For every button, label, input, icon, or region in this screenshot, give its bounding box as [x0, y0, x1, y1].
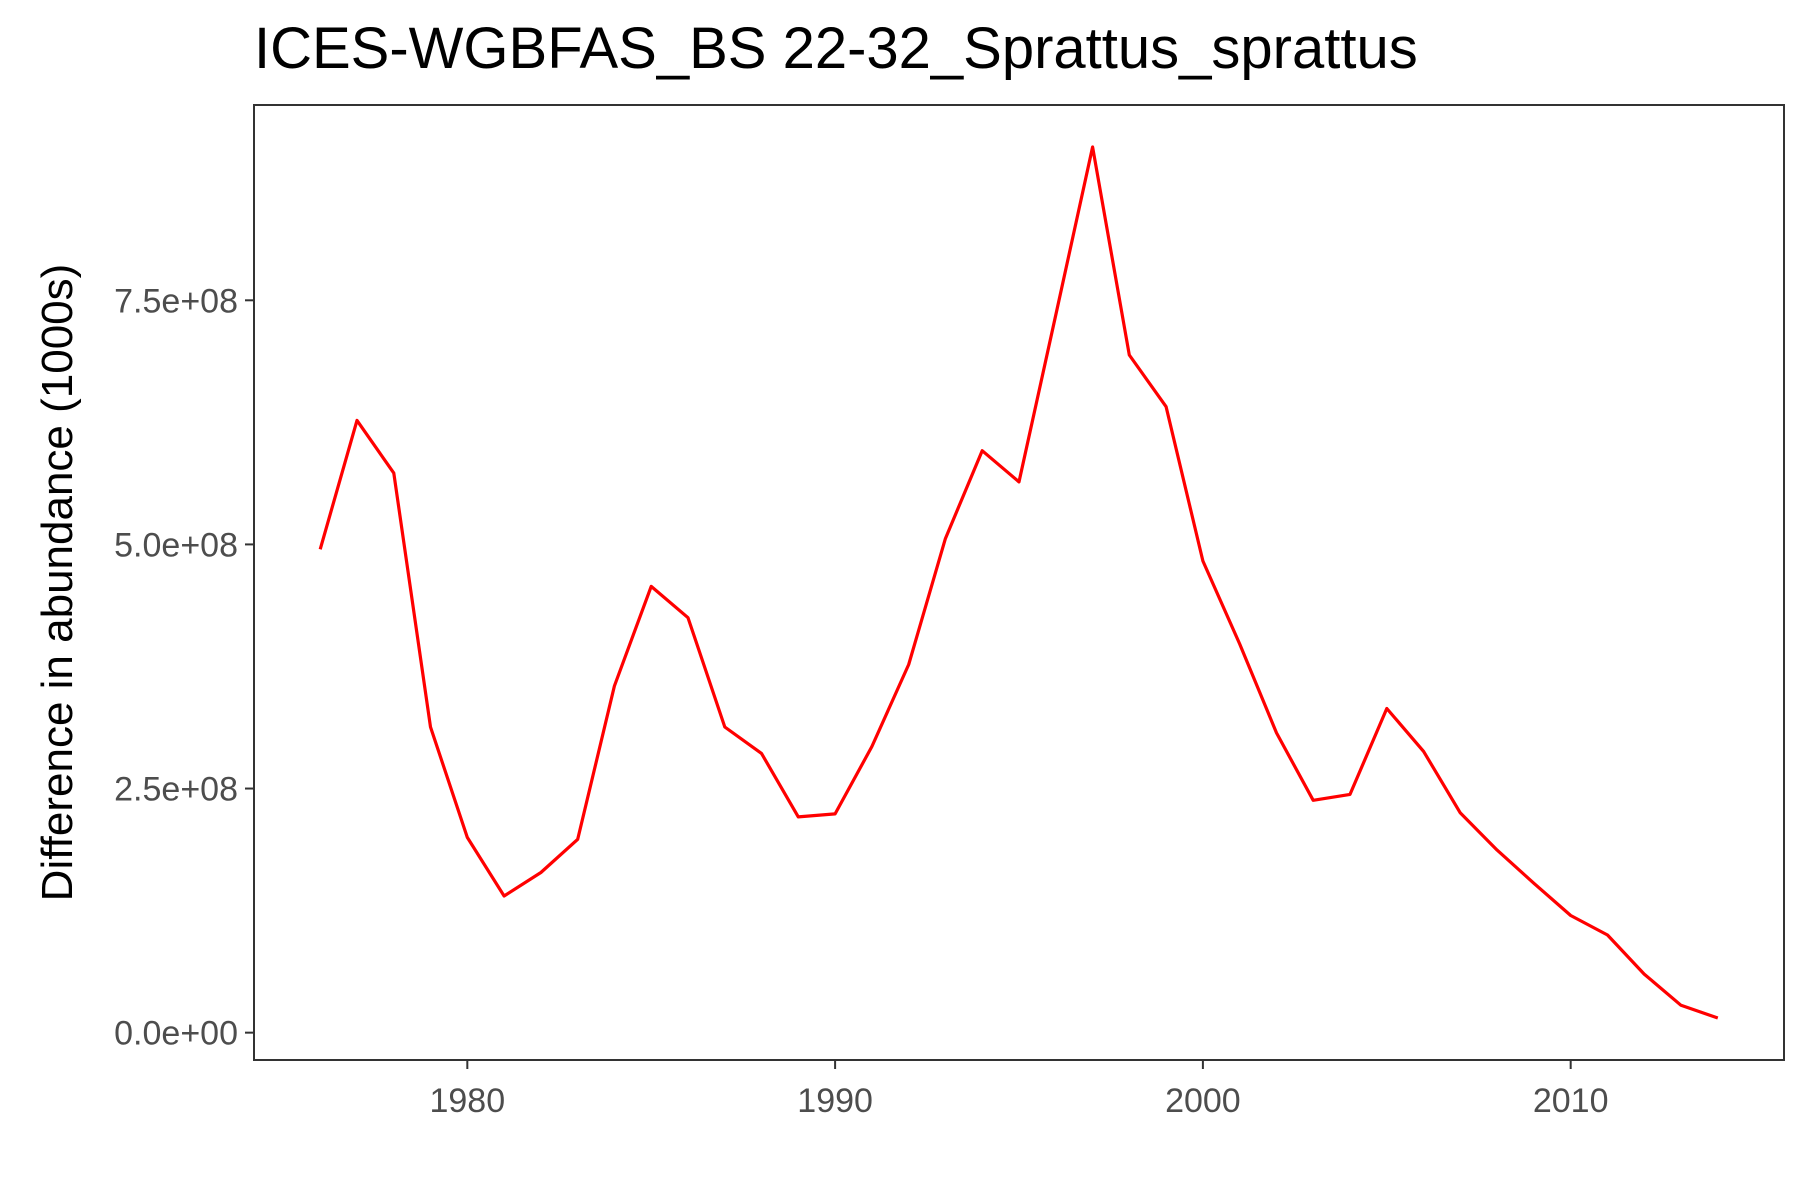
x-tick-label: 2010 [1533, 1082, 1609, 1120]
x-tick-label: 2000 [1165, 1082, 1241, 1120]
plot-panel [253, 104, 1785, 1061]
x-axis: 1980 1990 2000 2010 [429, 1060, 1609, 1120]
chart-title: ICES-WGBFAS_BS 22-32_Sprattus_sprattus [254, 16, 1418, 81]
series-line [318, 145, 1719, 1020]
x-tick-label: 1990 [797, 1082, 873, 1120]
y-tick-label: 2.5e+08 [114, 771, 238, 809]
y-tick-label: 7.5e+08 [114, 282, 238, 320]
x-tick-label: 1980 [429, 1082, 505, 1120]
y-axis: 0.0e+00 2.5e+08 5.0e+08 7.5e+08 [114, 282, 254, 1053]
y-tick-label: 5.0e+08 [114, 526, 238, 564]
y-axis-title: Difference in abundance (1000s) [33, 264, 82, 902]
y-tick-label: 0.0e+00 [114, 1015, 238, 1053]
series-layer [318, 145, 1719, 1020]
